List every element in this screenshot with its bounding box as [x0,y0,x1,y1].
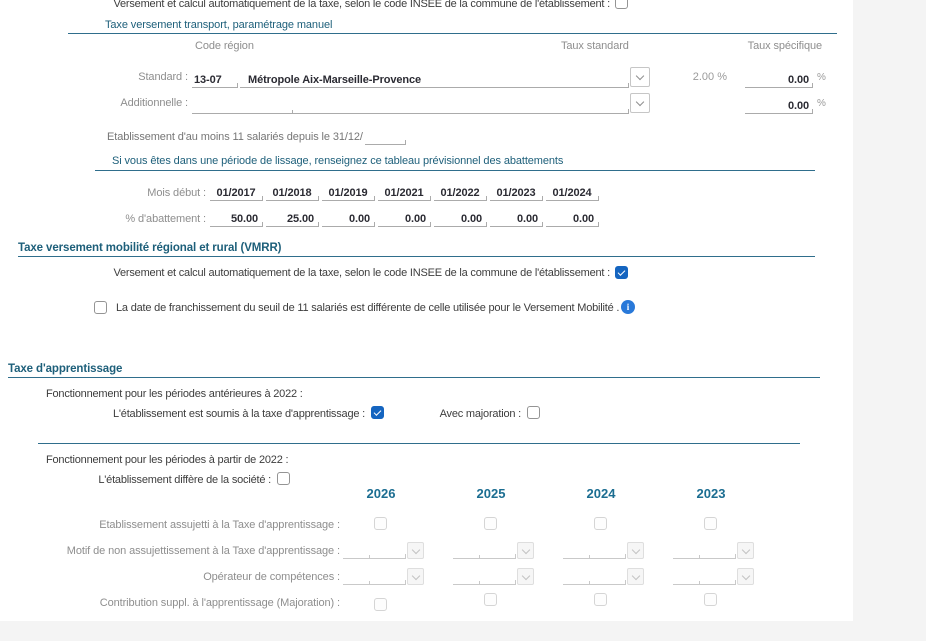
year-header-2026: 2026 [366,486,396,501]
soumis-checkbox[interactable] [371,406,384,419]
standard-taux-standard-value: 2.00 % [692,71,727,83]
additionnelle-region-dropdown-button[interactable] [630,93,650,113]
motif-row-label: Motif de non assujettissement à la Taxe … [66,545,340,557]
section-separator [38,443,800,444]
motif-dropdown-button-2025[interactable] [517,542,534,559]
vmrr-auto-label: Versement et calcul automatiquement de l… [113,267,610,279]
opco-combobox-2026[interactable] [343,571,406,585]
apprentissage-underline [8,377,820,378]
abattement-input-1[interactable]: 50.00 [210,208,263,227]
seuil-11-salaries-label: Etablissement d'au moins 11 salariés dep… [107,131,363,143]
opco-combobox-2023[interactable] [673,571,736,585]
contribution-checkbox-2026[interactable] [374,598,387,611]
majoration-label: Avec majoration : [439,408,522,420]
apres-2022-label: Fonctionnement pour les périodes à parti… [46,454,289,466]
standard-taux-specifique-input[interactable]: 0.00 [745,66,813,88]
opco-dropdown-button-2024[interactable] [627,568,644,585]
avant-2022-label: Fonctionnement pour les périodes antérie… [46,388,303,400]
abattement-input-5[interactable]: 0.00 [434,208,487,227]
motif-dropdown-button-2026[interactable] [407,542,424,559]
assujetti-checkbox-2024[interactable] [594,517,607,530]
soumis-label: L'établissement est soumis à la taxe d'a… [112,408,365,420]
opco-dropdown-button-2025[interactable] [517,568,534,585]
opco-dropdown-button-2023[interactable] [737,568,754,585]
mois-input-7[interactable]: 01/2024 [546,182,599,201]
assujetti-row-label: Etablissement assujetti à la Taxe d'appr… [99,519,340,531]
lissage-underline [95,170,815,171]
differe-label: L'établissement diffère de la société : [98,474,271,486]
year-header-2025: 2025 [476,486,506,501]
mois-input-1[interactable]: 01/2017 [210,182,263,201]
additionnelle-percent-suffix: % [817,98,826,109]
motif-combobox-2025[interactable] [453,545,516,559]
mois-input-4[interactable]: 01/2021 [378,182,431,201]
franchissement-label: La date de franchissement du seuil de 11… [116,302,620,314]
differe-checkbox[interactable] [277,472,290,485]
year-header-2023: 2023 [696,486,726,501]
contribution-checkbox-2023[interactable] [704,593,717,606]
info-icon[interactable]: i [621,300,635,314]
standard-region-combobox[interactable]: Métropole Aix-Marseille-Provence [240,66,629,88]
col-taux-standard: Taux standard [561,40,629,52]
contribution-checkbox-2025[interactable] [484,593,497,606]
mois-input-5[interactable]: 01/2022 [434,182,487,201]
abattement-input-3[interactable]: 0.00 [322,208,375,227]
motif-combobox-2026[interactable] [343,545,406,559]
opco-combobox-2024[interactable] [563,571,626,585]
mois-debut-label: Mois début : [147,187,206,199]
assujetti-checkbox-2026[interactable] [374,517,387,530]
mois-input-2[interactable]: 01/2018 [266,182,319,201]
motif-dropdown-button-2023[interactable] [737,542,754,559]
col-taux-specifique: Taux spécifique [747,40,822,52]
tax-settings-panel: Versement et calcul automatiquement de l… [0,0,853,621]
lissage-header: Si vous êtes dans une période de lissage… [112,155,564,167]
assujetti-checkbox-2025[interactable] [484,517,497,530]
abattement-input-4[interactable]: 0.00 [378,208,431,227]
standard-label: Standard : [138,71,188,83]
additionnelle-label: Additionnelle : [120,97,188,109]
opco-row-label: Opérateur de compétences : [203,571,340,583]
motif-combobox-2023[interactable] [673,545,736,559]
contribution-checkbox-2024[interactable] [594,593,607,606]
opco-dropdown-button-2026[interactable] [407,568,424,585]
opco-combobox-2025[interactable] [453,571,516,585]
vmrr-section-header: Taxe versement mobilité régional et rura… [18,242,282,254]
mois-input-6[interactable]: 01/2023 [490,182,543,201]
transport-auto-label: Versement et calcul automatiquement de l… [113,0,610,10]
transport-manual-underline [68,33,837,34]
motif-combobox-2024[interactable] [563,545,626,559]
abattement-input-6[interactable]: 0.00 [490,208,543,227]
motif-dropdown-button-2024[interactable] [627,542,644,559]
additionnelle-region-combobox[interactable] [192,92,629,114]
abattement-input-7[interactable]: 0.00 [546,208,599,227]
seuil-date-input[interactable] [365,129,406,145]
vmrr-underline [18,256,815,257]
standard-code-input[interactable]: 13-07 [192,66,238,88]
vmrr-auto-checkbox[interactable] [615,266,628,279]
abattement-input-2[interactable]: 25.00 [266,208,319,227]
additionnelle-taux-specifique-input[interactable]: 0.00 [745,92,813,114]
transport-manual-header: Taxe versement transport, paramétrage ma… [105,19,333,31]
apprentissage-section-header: Taxe d'apprentissage [8,363,123,375]
assujetti-checkbox-2023[interactable] [704,517,717,530]
standard-percent-suffix: % [817,72,826,83]
franchissement-checkbox[interactable] [94,301,107,314]
mois-input-3[interactable]: 01/2019 [322,182,375,201]
abattement-label: % d'abattement : [125,213,206,225]
transport-auto-checkbox[interactable] [615,0,628,9]
year-header-2024: 2024 [586,486,616,501]
contribution-row-label: Contribution suppl. à l'apprentissage (M… [99,597,340,609]
standard-region-dropdown-button[interactable] [630,67,650,87]
majoration-checkbox[interactable] [527,406,540,419]
col-code-region: Code région [195,40,254,52]
